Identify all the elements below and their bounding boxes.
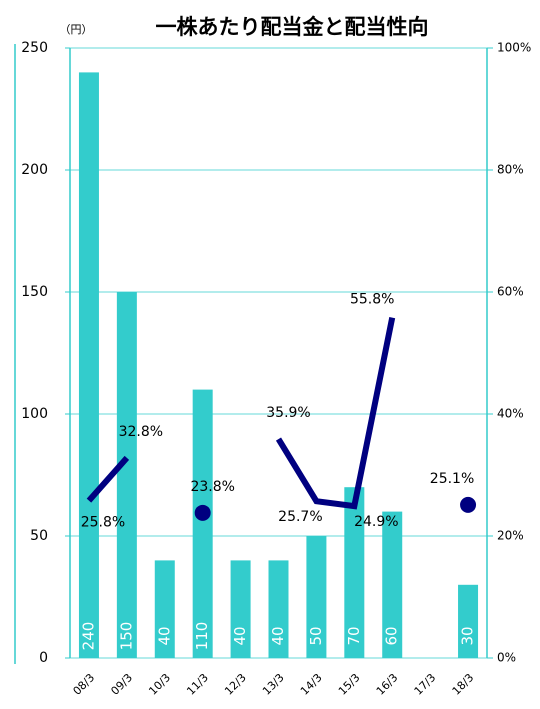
bar — [192, 389, 213, 658]
bar — [382, 511, 403, 658]
bar-value-label: 50 — [307, 626, 325, 645]
x-tick-label: 18/3 — [450, 671, 477, 698]
bar-value-label: 240 — [79, 622, 97, 651]
x-tick-label: 10/3 — [146, 671, 173, 698]
y2-tick-label: 20% — [497, 529, 524, 543]
x-tick-label: 08/3 — [71, 671, 98, 698]
y2-tick-label: 60% — [497, 285, 524, 299]
y2-tick-label: 80% — [497, 163, 524, 177]
y-tick-label: 50 — [30, 528, 48, 544]
value-label: 32.8% — [119, 424, 163, 440]
value-label: 25.8% — [81, 515, 125, 531]
x-tick-label: 13/3 — [260, 671, 287, 698]
y2-tick-label: 40% — [497, 407, 524, 421]
value-label: 55.8% — [350, 292, 394, 308]
value-label: 35.9% — [266, 405, 310, 421]
y-tick-label: 100 — [21, 406, 48, 422]
bar — [268, 560, 289, 658]
bar-value-label: 60 — [383, 626, 401, 645]
point-marker — [194, 504, 211, 521]
x-tick-label: 12/3 — [222, 671, 249, 698]
value-label: 23.8% — [190, 479, 234, 495]
x-tick-label: 16/3 — [374, 671, 401, 698]
x-tick-label: 14/3 — [298, 671, 325, 698]
y-tick-label: 0 — [39, 650, 48, 666]
bar-value-label: 110 — [193, 622, 211, 651]
value-label: 25.1% — [430, 471, 474, 487]
x-tick-label: 15/3 — [336, 671, 363, 698]
bar — [154, 560, 175, 658]
y2-tick-label: 0% — [497, 651, 516, 665]
point-marker — [460, 496, 477, 513]
value-label: 24.9% — [354, 514, 398, 530]
bar-value-label: 40 — [269, 626, 287, 645]
y-tick-label: 250 — [21, 40, 48, 56]
bar — [458, 584, 479, 658]
x-tick-label: 17/3 — [412, 671, 439, 698]
bar-value-label: 150 — [117, 622, 135, 651]
bar-value-label: 30 — [459, 626, 477, 645]
y-tick-label: 150 — [21, 284, 48, 300]
bar-value-label: 40 — [155, 626, 173, 645]
x-tick-label: 09/3 — [108, 671, 135, 698]
bar-value-label: 70 — [345, 626, 363, 645]
chart-title: 一株あたり配当金と配当性向 — [156, 15, 429, 39]
y-tick-label: 200 — [21, 162, 48, 178]
bar — [78, 72, 99, 658]
value-label: 25.7% — [278, 509, 322, 525]
y-unit: （円） — [60, 23, 93, 36]
x-tick-label: 11/3 — [184, 671, 211, 698]
y2-tick-label: 100% — [497, 41, 531, 55]
bar — [306, 536, 327, 658]
bar-value-label: 40 — [231, 626, 249, 645]
bar — [344, 487, 365, 658]
bar — [116, 292, 137, 658]
bar — [230, 560, 251, 658]
